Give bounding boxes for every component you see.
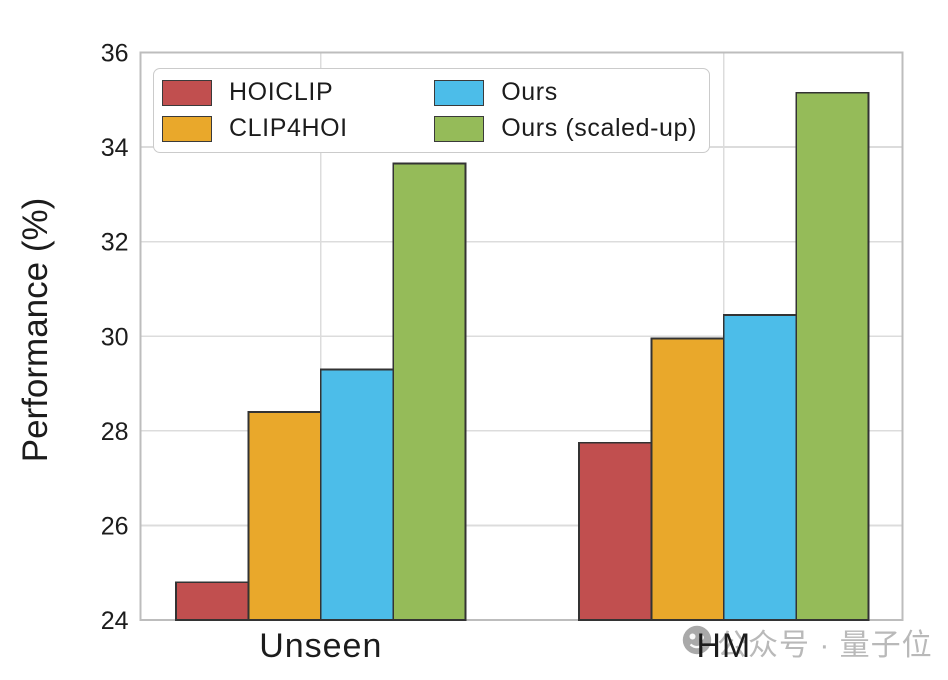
- watermark: 公众号 · 量子位: [682, 620, 933, 664]
- legend: HOICLIP CLIP4HOI Ours Ours (scaled-up): [153, 68, 710, 153]
- bar-ours-hm: [722, 314, 798, 621]
- x-tick-label-unseen: Unseen: [259, 627, 382, 665]
- bar-hoiclip-hm: [578, 441, 653, 621]
- y-tick-label-30: 30: [101, 323, 129, 351]
- legend-item-clip4hoi: CLIP4HOI: [162, 114, 348, 143]
- legend-label-clip4hoi: CLIP4HOI: [229, 114, 348, 142]
- bar-clip4hoi-unseen: [247, 411, 322, 621]
- y-axis-label: Performance (%): [16, 197, 55, 463]
- legend-label-ours-scaled-up: Ours (scaled-up): [501, 114, 697, 142]
- y-tick-label-34: 34: [101, 134, 129, 162]
- y-tick-label-26: 26: [101, 512, 129, 540]
- bar-ours-scaled-up-unseen: [392, 162, 467, 621]
- legend-item-ours-scaled-up: Ours (scaled-up): [434, 114, 697, 143]
- qbitai-logo-icon: [682, 625, 712, 660]
- y-tick-label-28: 28: [101, 418, 129, 446]
- legend-swatch-clip4hoi: [162, 115, 212, 142]
- y-tick-label-24: 24: [101, 607, 129, 635]
- bar-ours-scaled-up-hm: [795, 91, 870, 621]
- y-tick-label-36: 36: [101, 40, 129, 68]
- y-tick-label-32: 32: [101, 229, 129, 257]
- legend-label-ours: Ours: [501, 78, 558, 106]
- watermark-text: 公众号 · 量子位: [717, 629, 933, 662]
- legend-swatch-ours-scaled-up: [434, 115, 485, 142]
- legend-item-hoiclip: HOICLIP: [162, 78, 348, 107]
- legend-item-ours: Ours: [434, 78, 697, 107]
- legend-label-hoiclip: HOICLIP: [229, 78, 334, 106]
- bar-hoiclip-unseen: [175, 581, 250, 621]
- bar-ours-unseen: [319, 368, 395, 621]
- legend-swatch-hoiclip: [162, 79, 212, 106]
- bar-clip4hoi-hm: [650, 337, 725, 621]
- plot-border: [139, 51, 904, 621]
- x-tick-label-hm: HM: [696, 627, 751, 665]
- legend-swatch-ours: [434, 79, 485, 106]
